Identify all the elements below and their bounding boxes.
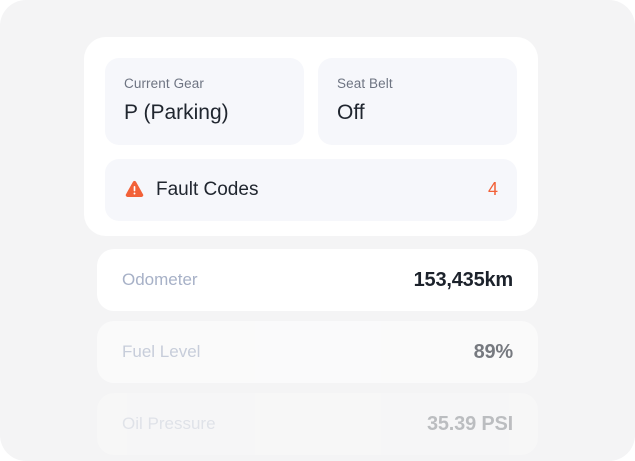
status-card-group: Current Gear P (Parking) Seat Belt Off (105, 58, 517, 145)
metric-row-fuel-level[interactable]: Fuel Level 89% (97, 321, 538, 383)
status-card-current-gear[interactable]: Current Gear P (Parking) (105, 58, 304, 145)
oil-pressure-label: Oil Pressure (122, 414, 216, 433)
seat-belt-label: Seat Belt (337, 76, 393, 91)
odometer-value: 153,435km (413, 268, 514, 291)
fault-codes-count-badge: 4 (487, 179, 498, 200)
status-card-seat-belt[interactable]: Seat Belt Off (318, 58, 517, 145)
oil-pressure-value: 35.39 PSI (426, 412, 513, 435)
metric-row-odometer[interactable]: Odometer 153,435km (97, 249, 538, 311)
fuel-level-label: Fuel Level (122, 342, 201, 361)
warning-triangle-icon (125, 181, 144, 198)
odometer-label: Odometer (122, 270, 198, 289)
vehicle-status-panel: Current Gear P (Parking) Seat Belt Off F… (84, 37, 538, 236)
current-gear-label: Current Gear (124, 76, 204, 91)
current-gear-value: P (Parking) (124, 100, 229, 124)
fault-codes-card[interactable]: Fault Codes 4 (105, 158, 517, 221)
fault-codes-title: Fault Codes (156, 178, 259, 200)
fuel-level-value: 89% (473, 340, 514, 363)
metric-row-oil-pressure[interactable]: Oil Pressure 35.39 PSI (97, 393, 538, 455)
fault-codes-heading: Fault Codes (124, 179, 488, 201)
seat-belt-value: Off (337, 100, 365, 124)
